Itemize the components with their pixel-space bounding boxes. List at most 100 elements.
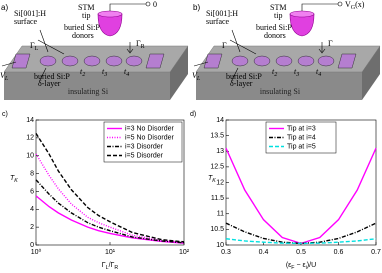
electrode [145, 53, 165, 69]
hopping-label-part: 4 [126, 71, 129, 78]
panel-label: d) [190, 111, 196, 118]
donor [275, 55, 293, 67]
slab-front [4, 72, 170, 100]
donor [105, 55, 123, 67]
x-axis-label-part: L [106, 265, 109, 271]
hopping-label-part: t [272, 67, 275, 76]
x-tick-label: 0.3 [221, 249, 231, 256]
tip-voltage-part: 0 [153, 0, 157, 9]
tip-label: tip [274, 11, 282, 20]
hopping-label-part: t [316, 67, 319, 76]
v-left-part: V [0, 71, 6, 80]
v-left-part: L [4, 76, 9, 82]
v-left: VL [0, 71, 9, 83]
x-tick-label: 10² [179, 249, 190, 256]
gamma-left-part: L [35, 46, 39, 52]
arrow [37, 29, 134, 81]
wire [301, 3, 338, 11]
layer-label: buried Si:P [34, 72, 70, 81]
y-tick-label: 10.5 [210, 226, 224, 233]
series-line [225, 238, 377, 245]
v-left: VL [192, 71, 201, 83]
substrate-label: insulating Si [68, 87, 109, 96]
hopping-label-part: 2 [82, 72, 85, 78]
stm-tip [289, 13, 315, 37]
x-axis-label-part: /Γ [109, 262, 115, 269]
donors-label: buried Si:P [256, 23, 292, 32]
x-axis-label-part: F [291, 265, 294, 271]
x-axis-label-part: − ε [295, 262, 306, 269]
chart: 0.3 0.4 0.5 0.6 0.7 10 10.5 11 11.5 12 12.5 13 13.5 1… [190, 111, 381, 272]
surface-label: surface [206, 17, 230, 26]
panel-label: b) [193, 3, 200, 12]
arrow [229, 29, 326, 81]
legend-label: Tip at i=5 [287, 143, 316, 150]
legend-label: i=5 Disorder [125, 152, 164, 159]
legend-label: i=3 No Disorder [125, 125, 174, 132]
y-tick-label: 10 [26, 153, 34, 160]
donors-label: donors [72, 31, 94, 40]
wire [109, 3, 146, 11]
y-tick-label: 14 [216, 117, 224, 124]
x-tick-label: 10⁰ [31, 248, 42, 256]
terminal [145, 1, 151, 7]
y-tick-label: 10 [216, 242, 224, 249]
hopping-label: t4 [124, 67, 129, 79]
tip-voltage-part: V [345, 0, 351, 9]
hopping-label-part: 3 [295, 72, 299, 78]
electrode [11, 53, 31, 69]
y-tick-label: 8 [30, 170, 34, 177]
donor [125, 55, 143, 67]
gamma-left-part: Γ [222, 41, 227, 50]
donor [61, 55, 79, 67]
hopping-label: t2 [80, 67, 85, 79]
hopping-label-part: t [294, 67, 297, 76]
donors-label: donors [264, 31, 286, 40]
hopping-label-part: t [80, 67, 83, 76]
terminal [337, 1, 343, 7]
y-tick-label: 12 [216, 179, 224, 186]
hopping-label: t3 [294, 67, 299, 79]
x-tick-label: 0.7 [371, 249, 381, 256]
layer-label: δ-layer [38, 79, 61, 88]
gamma-left: ΓL [30, 41, 39, 53]
series-line [35, 153, 185, 244]
wire [1, 61, 17, 67]
donor [253, 55, 271, 67]
x-axis-label: (εF − εi)/U [286, 262, 316, 272]
panel-label: c) [2, 111, 8, 118]
surface-label: Si[001]:H [206, 9, 238, 18]
y-tick-label: 14 [26, 117, 34, 124]
hopping-label-part: t [102, 67, 105, 76]
hopping-label-part: t [124, 67, 127, 76]
donor [317, 55, 335, 67]
y-tick-label: 12.5 [210, 164, 224, 171]
x-tick-label: 0.5 [296, 249, 306, 256]
tip-label: STM [270, 3, 286, 12]
x-tick-label: 10¹ [105, 249, 116, 256]
surface-label: Si[001]:H [14, 9, 46, 18]
gamma-right-part: R [141, 44, 145, 50]
stm-tip-top [289, 10, 315, 18]
x-tick-label: 0.6 [334, 249, 344, 256]
electrode [337, 53, 357, 69]
gamma-right: Γ [328, 39, 333, 48]
x-axis-label-part: )/U [307, 262, 316, 269]
stm-tip [97, 13, 123, 37]
legend-label: i=3 Disorder [125, 143, 164, 150]
y-tick-label: 0 [30, 242, 34, 249]
x-tick-label: 0.4 [259, 249, 269, 256]
slab-front [196, 72, 362, 100]
hopping-label: t2 [272, 67, 277, 79]
hopping-label-part: 3 [103, 72, 107, 78]
tip-voltage: 0 [153, 0, 157, 9]
y-tick-label: 11.5 [211, 195, 224, 202]
donor [83, 55, 101, 67]
y-tick-label: 6 [30, 188, 34, 195]
gamma-left: Γ [222, 41, 227, 50]
hopping-label-part: 2 [274, 72, 277, 78]
y-axis-label: TK [208, 175, 216, 185]
